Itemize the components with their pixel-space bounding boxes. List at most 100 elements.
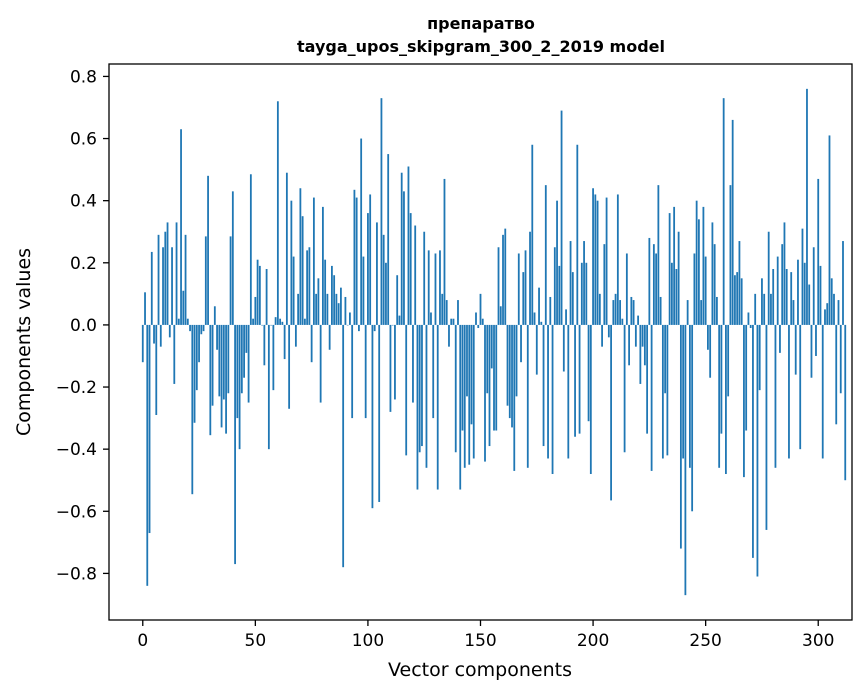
bar-30: [209, 324, 212, 436]
bar-93: [351, 324, 354, 419]
bar-233: [666, 324, 669, 456]
bar-92: [349, 312, 351, 325]
bar-175: [535, 324, 538, 375]
bar-116: [403, 191, 405, 325]
bar-284: [781, 244, 784, 325]
bar-224: [646, 324, 649, 434]
bar-226: [650, 324, 653, 471]
y-axis-label: Components values: [13, 248, 35, 436]
bar-249: [702, 206, 705, 325]
bar-125: [423, 231, 426, 325]
bar-254: [713, 244, 716, 325]
bar-192: [574, 324, 576, 437]
bar-23: [193, 324, 196, 423]
bar-306: [830, 278, 833, 325]
bar-273: [756, 324, 759, 577]
bar-134: [443, 178, 446, 325]
bar-25: [198, 324, 200, 363]
bar-222: [641, 324, 644, 347]
bar-303: [824, 309, 826, 325]
bar-253: [711, 222, 714, 325]
bar-297: [810, 324, 813, 378]
x-axis: 0 50 100 150 200 250 300: [137, 620, 834, 651]
bar-38: [227, 324, 230, 394]
bar-95: [355, 197, 358, 325]
bar-179: [544, 185, 547, 325]
bar-12: [168, 324, 171, 338]
bar-16: [177, 318, 180, 325]
bar-85: [333, 275, 336, 325]
bar-160: [502, 234, 504, 325]
bar-299: [815, 324, 817, 356]
bar-212: [619, 300, 621, 325]
bar-176: [538, 287, 540, 325]
bar-243: [688, 324, 691, 468]
bar-304: [826, 303, 829, 325]
bar-7: [157, 234, 160, 325]
bar-245: [693, 253, 696, 325]
bar-119: [409, 213, 412, 325]
bar-88: [340, 287, 342, 325]
bar-56: [267, 324, 270, 450]
bar-171: [526, 324, 529, 468]
bar-32: [213, 306, 216, 325]
bar-193: [576, 144, 579, 325]
y-tick-label-1: −0.6: [56, 502, 97, 522]
bar-280: [772, 269, 775, 325]
bar-121: [414, 225, 417, 325]
bar-207: [607, 324, 610, 338]
bar-286: [785, 269, 788, 325]
bar-126: [425, 324, 428, 468]
bar-61: [279, 318, 282, 325]
bar-50: [254, 296, 257, 325]
bar-263: [734, 275, 736, 325]
bar-143: [463, 324, 466, 468]
bar-196: [583, 241, 585, 325]
bar-2: [146, 324, 149, 586]
y-tick-label-0: −0.8: [56, 564, 97, 584]
bar-129: [432, 324, 435, 419]
bar-67: [292, 256, 295, 325]
bar-142: [461, 324, 464, 431]
bar-248: [700, 300, 703, 325]
bar-236: [673, 206, 676, 325]
bar-189: [567, 324, 570, 459]
x-tick-label-50: 50: [245, 631, 267, 651]
bar-310: [839, 324, 842, 394]
bar-290: [794, 324, 797, 375]
bar-107: [382, 234, 385, 325]
bar-110: [389, 324, 392, 412]
bar-100: [367, 213, 369, 325]
bar-200: [592, 188, 594, 325]
bar-296: [808, 284, 811, 325]
bars-group: [141, 88, 847, 596]
bar-133: [441, 293, 444, 325]
bar-301: [819, 265, 822, 325]
bar-239: [679, 324, 682, 549]
bar-298: [812, 247, 815, 325]
bar-105: [378, 324, 381, 502]
bar-152: [484, 324, 486, 462]
bar-37: [225, 324, 227, 434]
bar-204: [601, 324, 603, 347]
bar-73: [306, 250, 309, 325]
bar-194: [578, 324, 581, 434]
bar-190: [569, 241, 572, 325]
bar-205: [603, 244, 606, 325]
bar-247: [697, 219, 700, 325]
bar-103: [373, 324, 376, 332]
bar-235: [670, 262, 673, 325]
bar-3: [148, 324, 151, 534]
bar-6: [155, 324, 158, 415]
bar-201: [594, 194, 597, 325]
bar-60: [276, 101, 279, 325]
bar-148: [475, 312, 477, 325]
bar-132: [439, 250, 441, 325]
bar-82: [326, 293, 329, 325]
bar-109: [387, 154, 390, 325]
bar-70: [299, 188, 302, 325]
bar-91: [346, 324, 349, 326]
bar-178: [542, 324, 545, 447]
bar-262: [731, 119, 734, 325]
bar-206: [605, 197, 608, 325]
